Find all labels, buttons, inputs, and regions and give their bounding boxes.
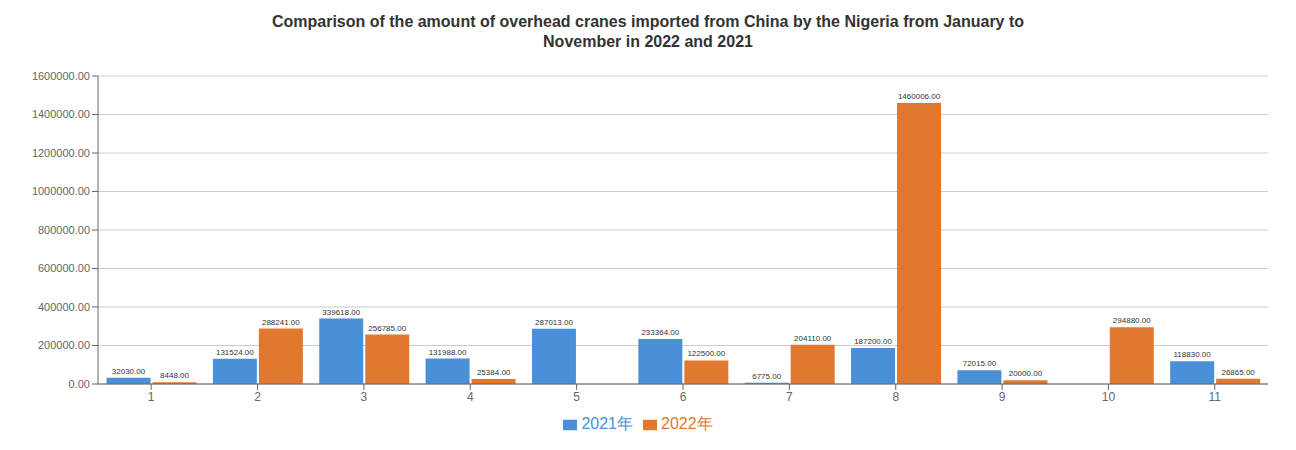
svg-text:1: 1 bbox=[148, 390, 155, 404]
svg-text:1200000.00: 1200000.00 bbox=[32, 147, 90, 159]
svg-text:1460006.00: 1460006.00 bbox=[898, 92, 941, 101]
svg-text:400000.00: 400000.00 bbox=[38, 301, 90, 313]
svg-text:600000.00: 600000.00 bbox=[38, 262, 90, 274]
svg-text:1600000.00: 1600000.00 bbox=[32, 70, 90, 82]
svg-text:118830.00: 118830.00 bbox=[1174, 350, 1212, 359]
svg-text:0.00: 0.00 bbox=[69, 378, 90, 390]
svg-text:8448.00: 8448.00 bbox=[160, 371, 189, 380]
svg-text:233364.00: 233364.00 bbox=[641, 328, 679, 337]
svg-text:287013.00: 287013.00 bbox=[535, 318, 573, 327]
svg-text:1400000.00: 1400000.00 bbox=[32, 108, 90, 120]
svg-text:25384.00: 25384.00 bbox=[477, 368, 511, 377]
svg-text:11: 11 bbox=[1209, 390, 1222, 404]
svg-text:3: 3 bbox=[361, 390, 368, 404]
html-text:2022年: 2022年 bbox=[661, 415, 713, 432]
svg-text:4: 4 bbox=[467, 390, 474, 404]
html-text:2021年: 2021年 bbox=[581, 415, 633, 432]
svg-text:26865.00: 26865.00 bbox=[1221, 368, 1255, 377]
svg-text:187200.00: 187200.00 bbox=[854, 337, 892, 346]
svg-text:294880.00: 294880.00 bbox=[1113, 316, 1151, 325]
svg-text:200000.00: 200000.00 bbox=[38, 339, 90, 351]
svg-text:7: 7 bbox=[786, 390, 793, 404]
svg-text:131988.00: 131988.00 bbox=[429, 348, 467, 357]
svg-text:256785.00: 256785.00 bbox=[368, 324, 406, 333]
svg-text:6: 6 bbox=[680, 390, 687, 404]
svg-text:72015.00: 72015.00 bbox=[963, 359, 997, 368]
svg-text:5: 5 bbox=[573, 390, 580, 404]
svg-text:1000000.00: 1000000.00 bbox=[32, 185, 90, 197]
svg-text:6775.00: 6775.00 bbox=[752, 372, 781, 381]
svg-text:20000.00: 20000.00 bbox=[1009, 369, 1043, 378]
svg-text:8: 8 bbox=[892, 390, 899, 404]
svg-text:122500.00: 122500.00 bbox=[687, 349, 725, 358]
svg-text:131524.00: 131524.00 bbox=[216, 348, 254, 357]
html-text:Comparison of the amount of ov: Comparison of the amount of overhead cra… bbox=[271, 13, 1025, 30]
svg-text:32030.00: 32030.00 bbox=[112, 367, 146, 376]
svg-text:204110.00: 204110.00 bbox=[794, 334, 832, 343]
svg-text:339618.00: 339618.00 bbox=[322, 308, 360, 317]
svg-text:288241.00: 288241.00 bbox=[262, 318, 300, 327]
svg-text:800000.00: 800000.00 bbox=[38, 224, 90, 236]
svg-text:9: 9 bbox=[999, 390, 1006, 404]
svg-text:10: 10 bbox=[1102, 390, 1116, 404]
svg-text:2: 2 bbox=[254, 390, 261, 404]
html-text:November in 2022 and 2021: November in 2022 and 2021 bbox=[543, 33, 753, 50]
